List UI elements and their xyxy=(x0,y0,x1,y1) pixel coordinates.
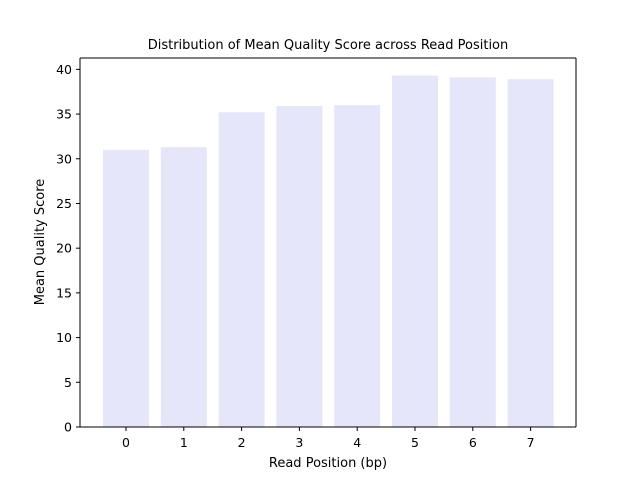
y-axis-label: Mean Quality Score xyxy=(33,179,48,306)
y-tick-label: 10 xyxy=(56,330,72,345)
bar-0 xyxy=(103,149,149,427)
chart-title: Distribution of Mean Quality Score acros… xyxy=(148,38,509,53)
x-tick-label: 5 xyxy=(411,435,419,450)
bar-5 xyxy=(392,75,438,428)
x-axis: 0 1 2 3 4 5 6 7 xyxy=(122,427,535,450)
bar-2 xyxy=(218,112,265,428)
bar-1 xyxy=(160,147,207,427)
y-tick-label: 20 xyxy=(56,241,72,256)
y-tick-label: 35 xyxy=(56,107,72,122)
y-tick-label: 30 xyxy=(56,151,72,166)
x-axis-label: Read Position (bp) xyxy=(269,456,387,471)
bar-6 xyxy=(449,77,496,428)
x-tick-label: 7 xyxy=(527,435,535,450)
x-tick-label: 3 xyxy=(295,435,303,450)
bar-4 xyxy=(334,105,381,428)
x-tick-label: 6 xyxy=(469,435,477,450)
x-tick-label: 1 xyxy=(180,435,188,450)
bar-7 xyxy=(507,79,554,427)
y-tick-label: 5 xyxy=(64,375,72,390)
bars-group xyxy=(103,75,554,428)
y-tick-label: 0 xyxy=(64,420,72,435)
y-axis: 0 5 10 15 20 25 30 35 40 xyxy=(56,62,80,435)
x-tick-label: 2 xyxy=(238,435,246,450)
y-tick-label: 40 xyxy=(56,62,72,77)
y-tick-label: 15 xyxy=(56,285,72,300)
x-tick-label: 4 xyxy=(353,435,361,450)
x-tick-label: 0 xyxy=(122,435,130,450)
y-tick-label: 25 xyxy=(56,196,72,211)
bar-3 xyxy=(276,106,323,427)
